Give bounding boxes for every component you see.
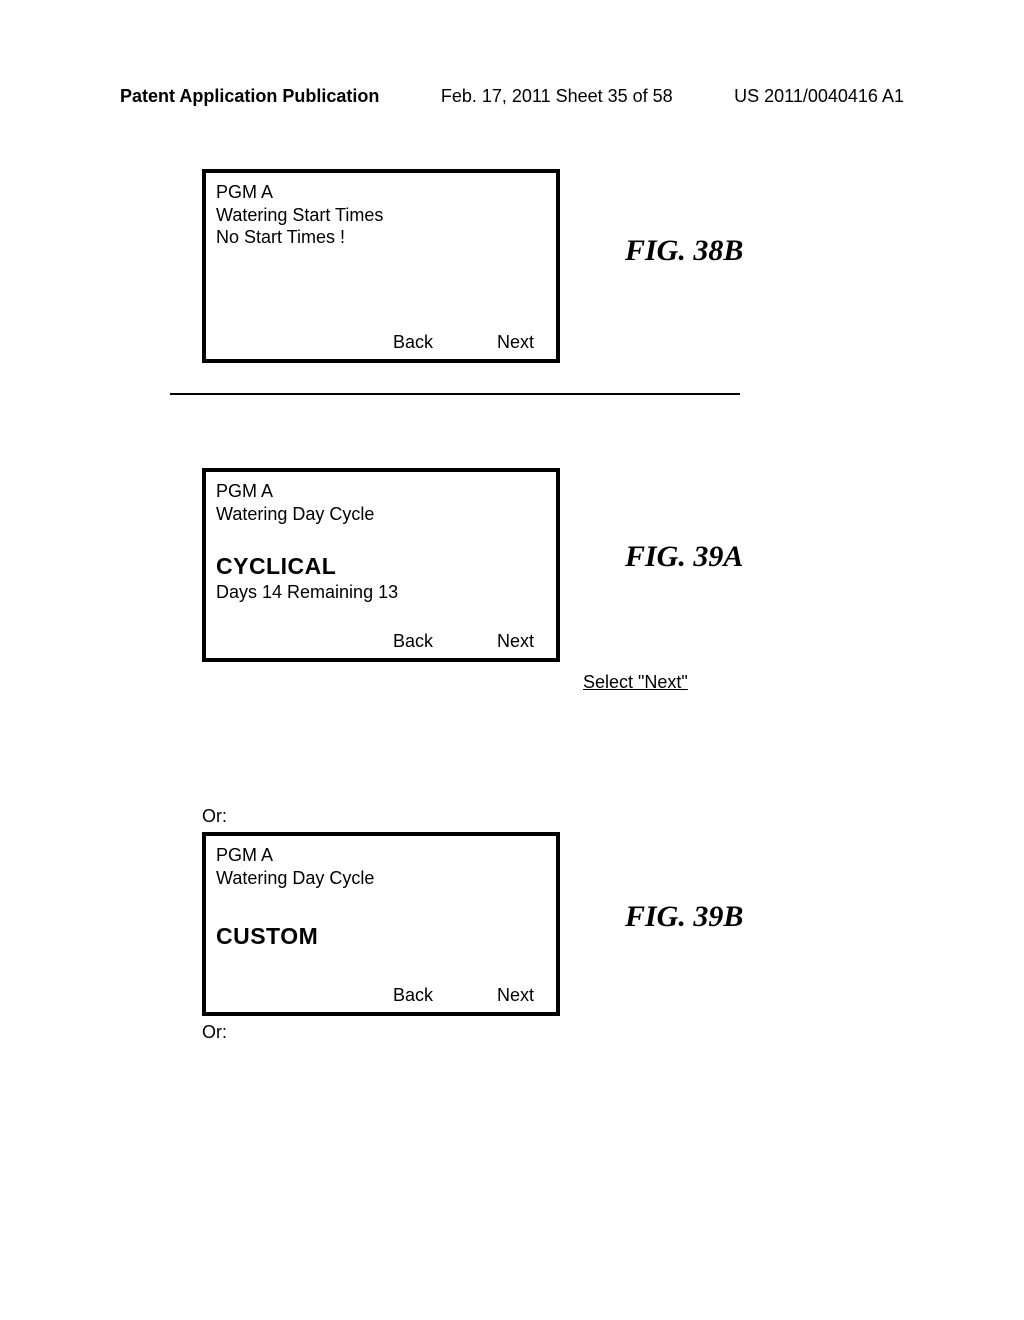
screen-line-2: Watering Day Cycle	[216, 867, 548, 890]
screen-sub: Days 14 Remaining 13	[216, 582, 548, 603]
screen-mid-block: CYCLICAL Days 14 Remaining 13	[216, 553, 548, 603]
screen-line-2: Watering Start Times	[216, 204, 548, 227]
screen-fig39b: PGM A Watering Day Cycle CUSTOM Back Nex…	[202, 832, 560, 1016]
screen-line-3: No Start Times !	[216, 226, 548, 249]
screen-box: PGM A Watering Day Cycle CYCLICAL Days 1…	[202, 468, 560, 662]
caption-select-next: Select "Next"	[583, 672, 688, 693]
screen-line-1: PGM A	[216, 844, 548, 867]
back-button[interactable]: Back	[393, 985, 433, 1006]
or-label-1: Or:	[202, 806, 227, 827]
screen-emphasis: CUSTOM	[216, 923, 548, 950]
back-button[interactable]: Back	[393, 332, 433, 353]
screen-line-1: PGM A	[216, 480, 548, 503]
back-button[interactable]: Back	[393, 631, 433, 652]
screen-emphasis: CYCLICAL	[216, 553, 548, 580]
figure-label-38b: FIG. 38B	[625, 234, 743, 268]
next-button[interactable]: Next	[497, 985, 534, 1006]
or-label-2: Or:	[202, 1022, 227, 1043]
header-right: US 2011/0040416 A1	[734, 86, 904, 107]
screen-header-block: PGM A Watering Start Times No Start Time…	[216, 181, 548, 249]
figure-label-39b: FIG. 39B	[625, 900, 743, 934]
screen-header-block: PGM A Watering Day Cycle	[216, 844, 548, 889]
next-button[interactable]: Next	[497, 631, 534, 652]
screen-line-1: PGM A	[216, 181, 548, 204]
header-left: Patent Application Publication	[120, 86, 379, 107]
header-center: Feb. 17, 2011 Sheet 35 of 58	[441, 86, 673, 107]
screen-fig38b: PGM A Watering Start Times No Start Time…	[202, 169, 560, 363]
screen-box: PGM A Watering Day Cycle CUSTOM Back Nex…	[202, 832, 560, 1016]
screen-footer: Back Next	[216, 631, 548, 652]
page-header: Patent Application Publication Feb. 17, …	[120, 86, 904, 107]
screen-header-block: PGM A Watering Day Cycle	[216, 480, 548, 525]
section-divider	[170, 393, 740, 395]
screen-fig39a: PGM A Watering Day Cycle CYCLICAL Days 1…	[202, 468, 560, 662]
screen-line-2: Watering Day Cycle	[216, 503, 548, 526]
screen-footer: Back Next	[216, 332, 548, 353]
screen-footer: Back Next	[216, 985, 548, 1006]
next-button[interactable]: Next	[497, 332, 534, 353]
figure-label-39a: FIG. 39A	[625, 540, 743, 574]
screen-mid-block: CUSTOM	[216, 923, 548, 952]
screen-box: PGM A Watering Start Times No Start Time…	[202, 169, 560, 363]
